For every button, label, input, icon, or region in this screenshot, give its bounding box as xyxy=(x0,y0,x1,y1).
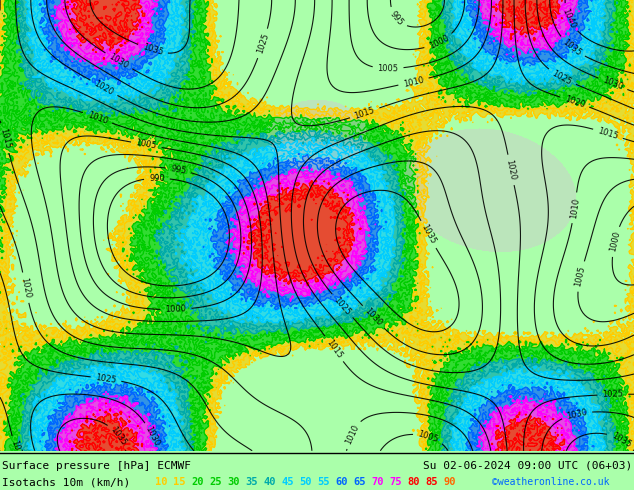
Text: 90: 90 xyxy=(443,477,455,487)
Text: 25: 25 xyxy=(209,477,221,487)
Text: 60: 60 xyxy=(335,477,347,487)
Text: 1025: 1025 xyxy=(332,295,353,317)
Text: 1030: 1030 xyxy=(144,425,162,448)
Text: 1015: 1015 xyxy=(597,126,619,141)
Text: 990: 990 xyxy=(149,174,165,183)
Text: 1015: 1015 xyxy=(325,338,344,360)
Text: 1015: 1015 xyxy=(0,127,12,149)
Text: 1005: 1005 xyxy=(377,64,399,73)
Text: 1000: 1000 xyxy=(608,230,622,253)
Text: 85: 85 xyxy=(425,477,437,487)
Text: 1010: 1010 xyxy=(344,423,361,446)
Text: 65: 65 xyxy=(353,477,365,487)
Text: 1035: 1035 xyxy=(109,425,129,447)
Text: 1025: 1025 xyxy=(95,373,117,385)
Text: 1025: 1025 xyxy=(9,440,24,462)
Text: 995: 995 xyxy=(170,164,187,176)
Text: 50: 50 xyxy=(299,477,311,487)
Text: 1030: 1030 xyxy=(363,306,384,328)
Text: 1010: 1010 xyxy=(86,110,109,125)
Text: 1000: 1000 xyxy=(165,304,186,314)
Text: 1015: 1015 xyxy=(353,105,376,121)
Text: 1040: 1040 xyxy=(560,7,578,29)
Text: 1035: 1035 xyxy=(419,223,437,246)
Text: 1020: 1020 xyxy=(563,94,586,110)
Text: 70: 70 xyxy=(371,477,384,487)
Text: Su 02-06-2024 09:00 UTC (06+03): Su 02-06-2024 09:00 UTC (06+03) xyxy=(423,461,632,470)
Text: 995: 995 xyxy=(388,10,405,27)
Text: 1020: 1020 xyxy=(505,159,517,181)
Text: 80: 80 xyxy=(407,477,420,487)
Text: Isotachs 10m (km/h): Isotachs 10m (km/h) xyxy=(2,477,130,487)
Text: 10: 10 xyxy=(155,477,167,487)
Text: 1010: 1010 xyxy=(569,197,581,219)
Text: 1005: 1005 xyxy=(417,429,440,444)
Text: 1000: 1000 xyxy=(427,34,450,51)
Text: 1005: 1005 xyxy=(135,139,157,151)
Text: 1025: 1025 xyxy=(550,69,573,87)
Text: 75: 75 xyxy=(389,477,401,487)
Text: ©weatheronline.co.uk: ©weatheronline.co.uk xyxy=(493,477,610,487)
Text: 1030: 1030 xyxy=(107,51,130,70)
Text: 55: 55 xyxy=(317,477,330,487)
Text: 15: 15 xyxy=(173,477,186,487)
Text: 1035: 1035 xyxy=(141,43,164,57)
Text: 1030: 1030 xyxy=(566,407,588,420)
Text: 1020: 1020 xyxy=(19,276,32,299)
Text: 1035: 1035 xyxy=(610,431,633,449)
Text: 30: 30 xyxy=(227,477,240,487)
Text: 1025: 1025 xyxy=(256,32,271,55)
Text: 20: 20 xyxy=(191,477,204,487)
Text: 35: 35 xyxy=(245,477,257,487)
Text: 40: 40 xyxy=(263,477,276,487)
Text: 45: 45 xyxy=(281,477,294,487)
Text: 1035: 1035 xyxy=(561,37,583,58)
Text: 1010: 1010 xyxy=(402,75,425,89)
Text: Surface pressure [hPa] ECMWF: Surface pressure [hPa] ECMWF xyxy=(2,461,191,470)
Text: 1030: 1030 xyxy=(601,76,624,92)
Text: 1025: 1025 xyxy=(602,390,623,399)
Text: 1005: 1005 xyxy=(574,265,587,288)
Text: 1020: 1020 xyxy=(93,79,115,97)
